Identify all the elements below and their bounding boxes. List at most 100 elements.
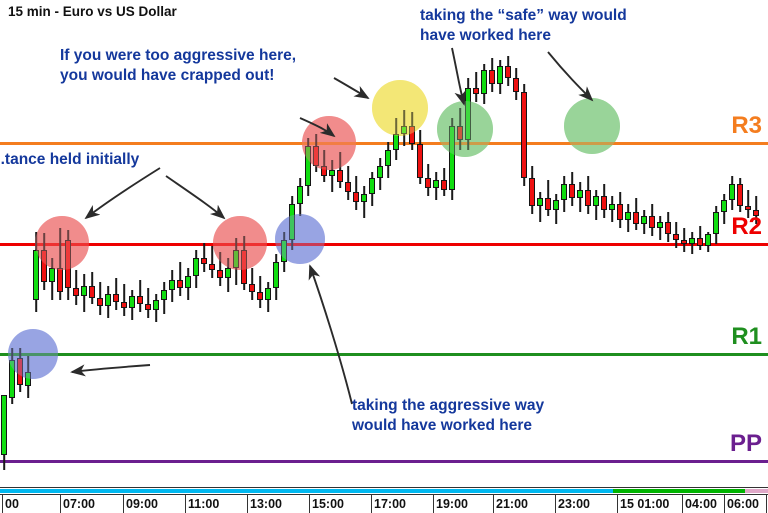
candle-body xyxy=(417,144,423,178)
chart-title: 15 min - Euro vs US Dollar xyxy=(8,4,177,19)
candle xyxy=(241,0,247,487)
candle xyxy=(25,0,31,487)
candle xyxy=(713,0,719,487)
candle xyxy=(73,0,79,487)
candle xyxy=(177,0,183,487)
candle xyxy=(497,0,503,487)
candle-body xyxy=(177,280,183,288)
candle-body xyxy=(737,184,743,206)
candle-body xyxy=(257,292,263,300)
candle-wick xyxy=(147,288,149,318)
hl-yellow-1 xyxy=(372,80,428,136)
candle xyxy=(489,0,495,487)
candle-wick xyxy=(59,228,61,300)
pivot-label-r1: R1 xyxy=(731,323,762,350)
candle xyxy=(585,0,591,487)
candle-body xyxy=(553,200,559,210)
candle xyxy=(513,0,519,487)
candle xyxy=(529,0,535,487)
candle xyxy=(57,0,63,487)
candle xyxy=(561,0,567,487)
axis-tick xyxy=(724,495,725,513)
candle-body xyxy=(449,126,455,190)
candle xyxy=(505,0,511,487)
candle xyxy=(185,0,191,487)
candle-body xyxy=(113,294,119,302)
pivot-line-pp xyxy=(0,460,768,463)
candle xyxy=(345,0,351,487)
axis-tick xyxy=(433,495,434,513)
candle-body xyxy=(281,240,287,262)
candle-body xyxy=(745,206,751,210)
candle-wick xyxy=(219,252,221,286)
candle xyxy=(217,0,223,487)
candle-body xyxy=(585,190,591,206)
hl-green-1 xyxy=(437,101,493,157)
candle-body xyxy=(81,286,87,296)
candle xyxy=(729,0,735,487)
axis-tick-label: 00 xyxy=(5,497,19,511)
candle-body xyxy=(545,198,551,210)
candle-body xyxy=(9,360,15,398)
axis-tick-label: 15 01:00 xyxy=(620,497,670,511)
axis-tick-label: 09:00 xyxy=(126,497,158,511)
candle-body xyxy=(265,288,271,300)
candle xyxy=(617,0,623,487)
candle-body xyxy=(753,210,759,216)
hl-yellow-1 xyxy=(372,80,428,136)
axis-tick-label: 19:00 xyxy=(436,497,468,511)
candle-body xyxy=(593,196,599,206)
candle xyxy=(33,0,39,487)
candle-body xyxy=(25,372,31,386)
pivot-label-pp: PP xyxy=(729,430,762,457)
candle xyxy=(409,0,415,487)
candle-body xyxy=(649,216,655,228)
candle-wick xyxy=(203,243,205,272)
axis-tick xyxy=(371,495,372,513)
candle xyxy=(673,0,679,487)
candle xyxy=(441,0,447,487)
candle xyxy=(401,0,407,487)
candle-body xyxy=(633,212,639,224)
axis-tick xyxy=(309,495,310,513)
candle-body xyxy=(73,288,79,296)
pivot-line-r1 xyxy=(0,353,768,356)
candle xyxy=(657,0,663,487)
candle-body xyxy=(489,70,495,84)
candle xyxy=(377,0,383,487)
candle xyxy=(361,0,367,487)
candle xyxy=(169,0,175,487)
candle xyxy=(337,0,343,487)
candle-body xyxy=(505,66,511,78)
candle-body xyxy=(721,200,727,212)
candle-wick xyxy=(179,262,181,296)
axis-tick-label: 07:00 xyxy=(63,497,95,511)
anno-resistance-held: ...tance held initially xyxy=(0,151,140,168)
candle-body xyxy=(497,66,503,84)
axis-tick-label: 23:00 xyxy=(558,497,590,511)
candle-body xyxy=(193,258,199,276)
candle xyxy=(433,0,439,487)
candle-body xyxy=(681,240,687,244)
time-axis[interactable]: 00 07:00 09:00 11:00 13:00 15:00 17:00 19:00 21:… xyxy=(0,487,768,513)
candle-body xyxy=(705,234,711,246)
candle xyxy=(697,0,703,487)
candle xyxy=(721,0,727,487)
session-band-1 xyxy=(613,489,745,493)
candle xyxy=(601,0,607,487)
candle xyxy=(705,0,711,487)
candle xyxy=(121,0,127,487)
session-band-0 xyxy=(0,489,613,493)
candle-body xyxy=(473,88,479,94)
pivot-line-r3 xyxy=(0,142,768,145)
candle-body xyxy=(241,250,247,284)
candle xyxy=(569,0,575,487)
candle-body xyxy=(153,300,159,310)
annotation-arrows xyxy=(70,47,594,405)
candle-body xyxy=(1,395,7,455)
candle xyxy=(553,0,559,487)
hl-green-2 xyxy=(564,98,620,154)
candle xyxy=(625,0,631,487)
candle xyxy=(305,0,311,487)
candle-body xyxy=(569,184,575,198)
